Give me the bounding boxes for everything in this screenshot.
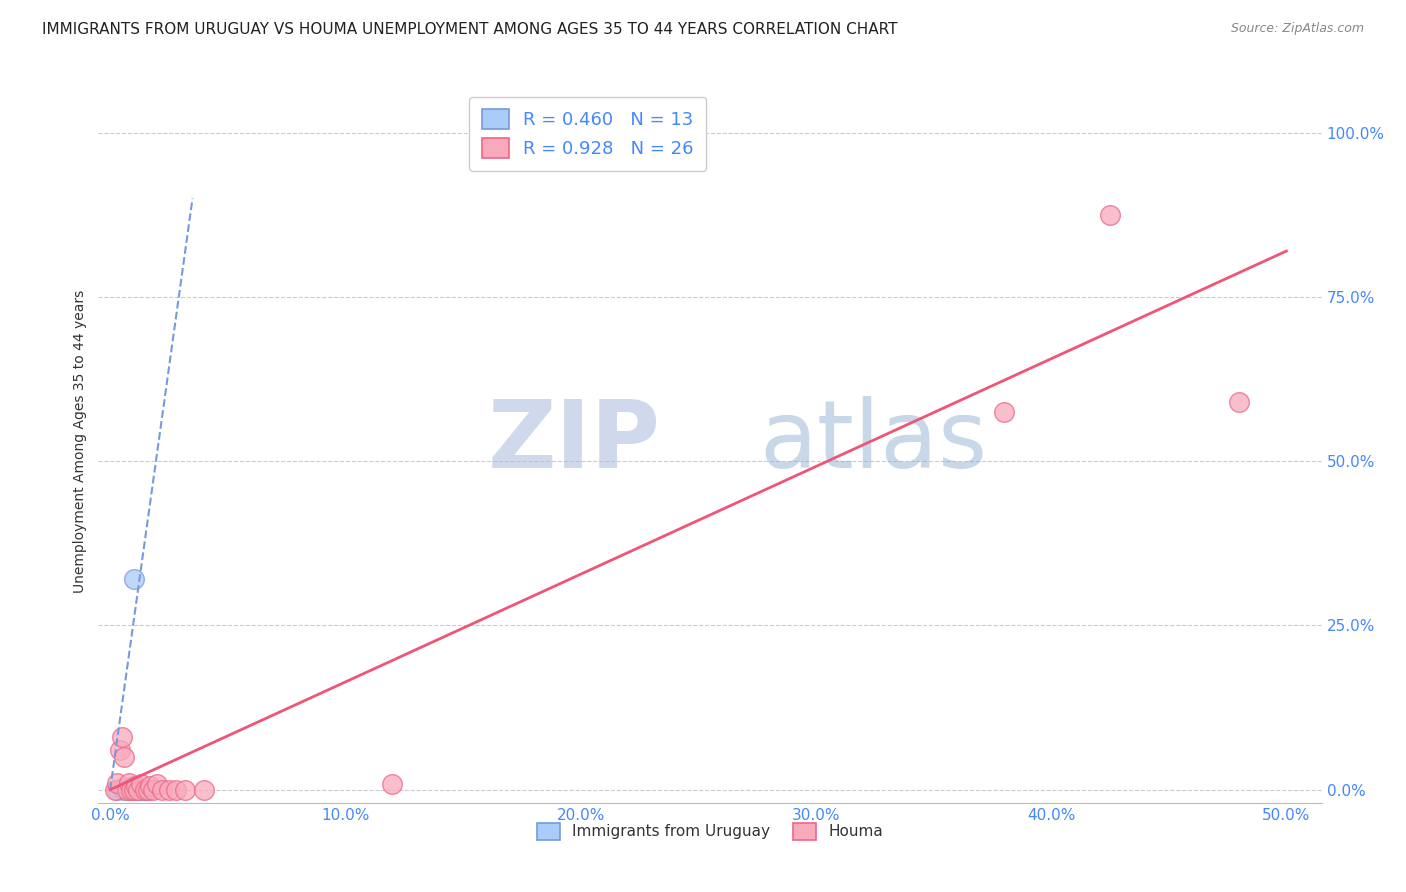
Point [146, 777, 169, 791]
Point [157, 782, 180, 797]
Point [118, 776, 141, 790]
Point [125, 780, 148, 794]
Point [993, 405, 1015, 419]
Point [111, 730, 134, 744]
Text: atlas: atlas [759, 395, 987, 488]
Point [122, 782, 145, 797]
Point [125, 782, 148, 797]
Point [104, 782, 127, 797]
Point [134, 782, 156, 797]
Y-axis label: Unemployment Among Ages 35 to 44 years: Unemployment Among Ages 35 to 44 years [73, 290, 87, 593]
Point [139, 780, 162, 794]
Point [193, 782, 215, 797]
Point [122, 780, 145, 794]
Point [127, 781, 149, 796]
Point [136, 782, 159, 797]
Point [1227, 395, 1250, 409]
Point [129, 777, 152, 791]
Point [122, 573, 145, 587]
Point [1098, 208, 1121, 222]
Point [115, 782, 138, 797]
Point [108, 743, 131, 757]
Legend: Immigrants from Uruguay, Houma: Immigrants from Uruguay, Houma [531, 817, 889, 846]
Point [105, 782, 128, 797]
Point [105, 776, 128, 790]
Point [150, 782, 173, 797]
Point [174, 782, 197, 797]
Point [136, 782, 159, 797]
Point [111, 781, 134, 796]
Point [115, 780, 138, 795]
Text: IMMIGRANTS FROM URUGUAY VS HOUMA UNEMPLOYMENT AMONG AGES 35 TO 44 YEARS CORRELAT: IMMIGRANTS FROM URUGUAY VS HOUMA UNEMPLO… [42, 22, 897, 37]
Point [112, 749, 135, 764]
Point [120, 782, 142, 797]
Point [165, 782, 187, 797]
Point [112, 782, 135, 797]
Point [127, 782, 149, 797]
Point [141, 782, 163, 797]
Text: ZIP: ZIP [488, 395, 661, 488]
Point [120, 781, 142, 796]
Text: Source: ZipAtlas.com: Source: ZipAtlas.com [1230, 22, 1364, 36]
Point [118, 782, 141, 797]
Point [129, 782, 152, 797]
Point [381, 777, 404, 791]
Point [134, 782, 156, 797]
